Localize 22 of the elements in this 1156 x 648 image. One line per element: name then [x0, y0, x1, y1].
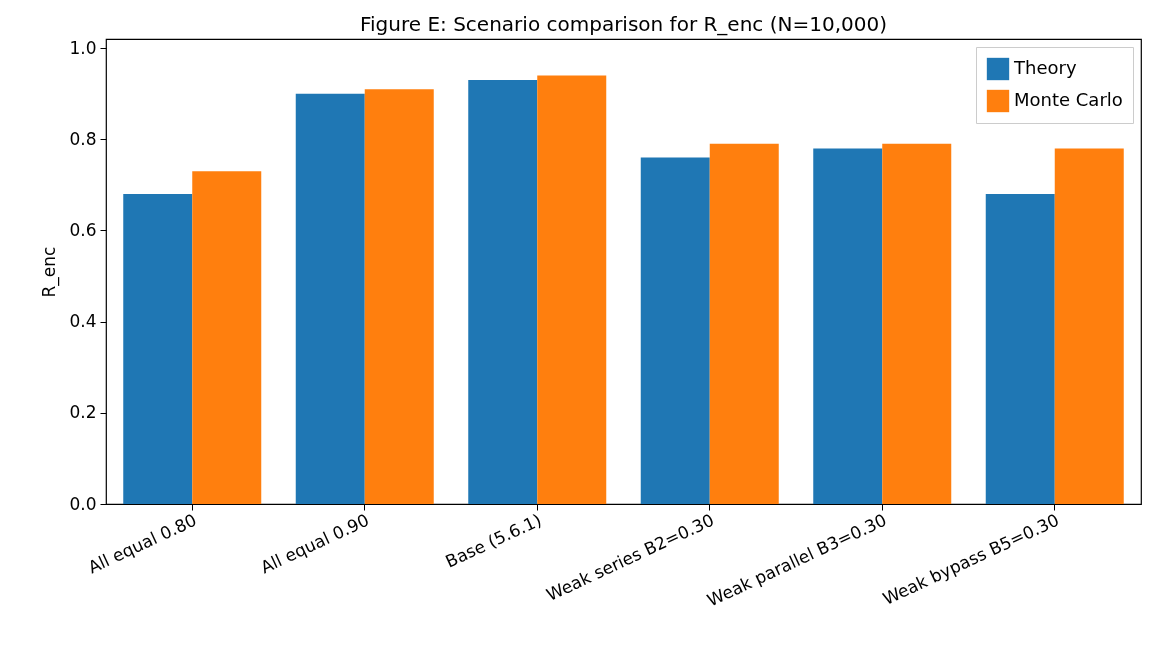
bar: [123, 194, 193, 504]
legend-label: Monte Carlo: [1014, 89, 1123, 110]
bar: [192, 171, 262, 504]
y-tick-label: 0.2: [69, 402, 97, 423]
bar: [813, 148, 883, 504]
bar: [295, 93, 365, 504]
bar: [985, 194, 1055, 504]
y-tick-label: 0.8: [69, 128, 97, 149]
bar: [882, 143, 952, 504]
bar: [1054, 148, 1124, 504]
y-tick-label: 0.0: [69, 493, 97, 514]
bar: [364, 89, 434, 504]
y-axis-title: R_enc: [39, 246, 61, 298]
legend-label: Theory: [1013, 57, 1077, 78]
bar: [537, 75, 607, 504]
chart-title: Figure E: Scenario comparison for R_enc (N=10,000): [360, 12, 887, 36]
bar: [468, 80, 538, 504]
y-tick-label: 1.0: [69, 37, 97, 58]
bar: [640, 157, 710, 504]
y-tick-label: 0.4: [69, 311, 97, 332]
y-tick-label: 0.6: [69, 219, 97, 240]
bar: [709, 143, 779, 504]
